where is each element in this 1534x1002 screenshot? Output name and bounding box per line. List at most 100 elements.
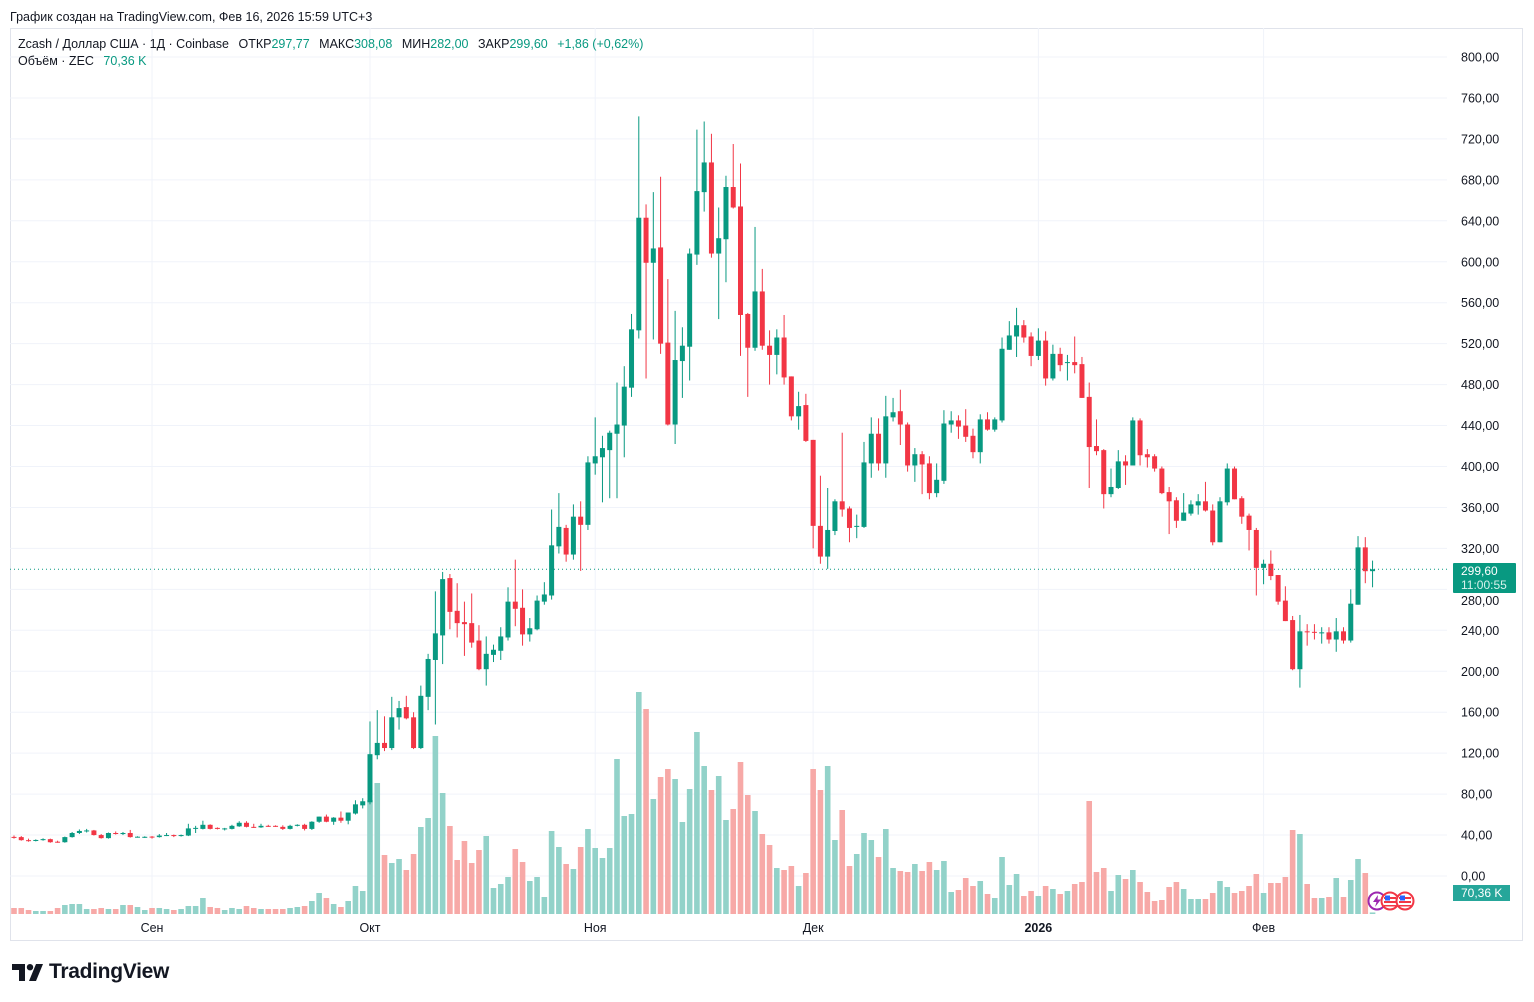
candle-body — [33, 839, 39, 841]
candle — [541, 582, 547, 605]
candle — [854, 514, 860, 539]
volume-bar — [737, 762, 744, 914]
volume-bar — [497, 884, 504, 914]
volume-bar — [1202, 899, 1209, 914]
tradingview-logo[interactable]: TradingView — [12, 960, 169, 984]
volume-bar — [614, 759, 620, 914]
candle — [774, 329, 780, 375]
candle-body — [352, 804, 358, 814]
candle — [919, 451, 925, 495]
volume-bar — [1188, 899, 1194, 914]
volume-bar — [635, 692, 642, 914]
candle-body — [229, 825, 235, 829]
candle-body — [1050, 353, 1056, 379]
candle-body — [222, 828, 228, 830]
candle — [469, 593, 475, 648]
candle — [352, 800, 358, 815]
volume-bar — [112, 909, 119, 914]
volume-bar — [149, 908, 155, 914]
candle-body — [1108, 486, 1114, 495]
change-value: +1,86 (+0,62%) — [557, 37, 644, 51]
candle-body — [454, 610, 460, 624]
candle — [781, 314, 787, 385]
candle — [708, 133, 714, 258]
volume-bar — [1180, 889, 1187, 914]
volume-bar — [388, 863, 395, 914]
candle — [1195, 494, 1201, 515]
volume-bar — [1246, 886, 1252, 914]
candle-body — [788, 376, 794, 417]
price-tick-label: 600,00 — [1461, 255, 1499, 269]
price-tick-label: 680,00 — [1461, 173, 1499, 187]
candle — [752, 226, 758, 351]
candle — [1115, 450, 1121, 490]
volume-bar — [1159, 900, 1165, 914]
volume-bar — [403, 870, 410, 914]
volume-bar — [221, 910, 228, 914]
candle-body — [926, 463, 932, 494]
candle-body — [26, 840, 32, 842]
candle — [222, 827, 228, 831]
candle-body — [752, 291, 758, 348]
candle-body — [396, 708, 402, 718]
volume-bar — [708, 790, 715, 914]
candle — [1355, 536, 1361, 605]
candle-body — [323, 816, 329, 822]
volume-bar — [1369, 912, 1376, 914]
symbol-legend[interactable]: Zcash / Доллар США · 1Д · Coinbase ОТКР2… — [18, 37, 643, 51]
candle — [701, 121, 707, 212]
candle — [323, 814, 329, 823]
candle — [897, 389, 903, 446]
candle-body — [1101, 450, 1107, 495]
candle — [556, 493, 562, 554]
candle-body — [629, 329, 635, 388]
candle — [374, 710, 380, 760]
candle-body — [1115, 461, 1121, 488]
tradingview-logo-icon — [12, 963, 43, 981]
candle-body — [1188, 504, 1194, 514]
grid-lines — [10, 28, 1447, 914]
us-flag-event-icon[interactable] — [1380, 891, 1400, 911]
candle — [1035, 328, 1041, 361]
volume-bar — [418, 827, 424, 914]
candle — [846, 506, 852, 543]
candle-body — [164, 835, 170, 837]
candle — [302, 823, 308, 831]
volume-bar — [338, 907, 344, 914]
price-tick-label: 200,00 — [1461, 665, 1499, 679]
candle-body — [817, 525, 823, 557]
volume-bar — [207, 907, 213, 914]
close-label: ЗАКР — [477, 37, 510, 51]
candle — [1217, 497, 1223, 543]
price-tick-label: 240,00 — [1461, 624, 1499, 638]
candle-body — [825, 529, 831, 557]
volume-bar — [32, 911, 39, 914]
time-axis[interactable]: Сен Окт Ноя Дек 2026 Фев — [141, 921, 1276, 935]
candle — [251, 823, 257, 828]
volume-legend[interactable]: Объём · ZEC 70,36 K — [18, 54, 147, 68]
candle — [759, 268, 765, 350]
candle — [338, 811, 344, 823]
price-tick-label: 0,00 — [1461, 870, 1485, 884]
price-tick-label: 360,00 — [1461, 501, 1499, 515]
candle-body — [861, 462, 867, 527]
candle — [970, 428, 976, 459]
price-axis[interactable]: 800,00 760,00 720,00 680,00 640,00 600,00 560,… — [1461, 51, 1499, 884]
candle — [599, 435, 605, 503]
symbol-name[interactable]: Zcash / Доллар США · 1Д · Coinbase — [18, 37, 229, 51]
candle — [614, 382, 620, 499]
candle — [999, 337, 1005, 423]
volume-bar — [606, 848, 613, 914]
candle-body — [578, 516, 584, 525]
candle — [520, 589, 526, 646]
us-flag-event-icon[interactable] — [1395, 891, 1415, 911]
candle-body — [1072, 362, 1078, 366]
candle — [926, 456, 932, 500]
candle-body — [701, 162, 707, 193]
candle — [476, 625, 482, 671]
candle-body — [76, 830, 82, 834]
candle-body — [658, 247, 664, 344]
volume-bar — [817, 790, 824, 914]
candle — [1362, 537, 1368, 584]
